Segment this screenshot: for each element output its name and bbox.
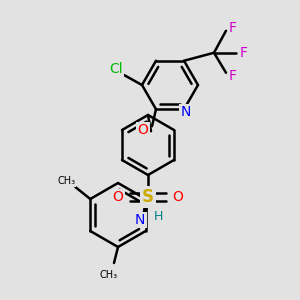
Text: N: N	[135, 213, 145, 227]
Text: H: H	[153, 211, 163, 224]
Text: Cl: Cl	[109, 62, 123, 76]
Text: CH₃: CH₃	[100, 270, 118, 280]
Text: N: N	[181, 105, 191, 119]
Text: F: F	[240, 46, 248, 60]
Text: CH₃: CH₃	[57, 176, 75, 186]
Text: O: O	[172, 190, 183, 204]
Text: F: F	[229, 69, 237, 83]
Text: S: S	[142, 188, 154, 206]
Text: O: O	[138, 123, 148, 137]
Text: O: O	[112, 190, 123, 204]
Text: F: F	[229, 21, 237, 35]
